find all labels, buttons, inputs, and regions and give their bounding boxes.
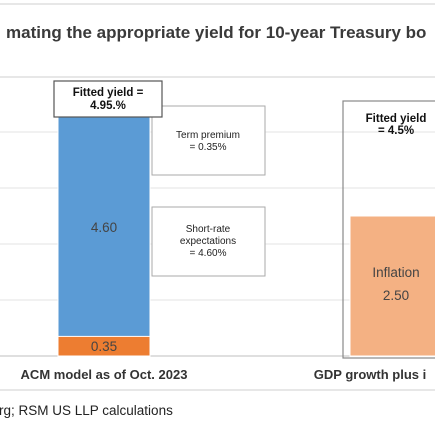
callout-text: = 0.35% — [190, 142, 227, 153]
source-note: rg; RSM US LLP calculations — [0, 403, 173, 418]
category-label: GDP growth plus i — [314, 367, 426, 382]
callout-text: Short-rate — [186, 224, 231, 235]
data-label: 0.35 — [91, 339, 117, 354]
fitted-yield-label: 4.95.% — [90, 100, 126, 112]
bar-segment — [57, 335, 151, 357]
fitted-yield-label: Fitted yield — [366, 113, 427, 125]
data-label: 2.50 — [383, 288, 409, 303]
segment-name-label: Inflation — [372, 265, 419, 280]
bars: 4.600.35GDP2.00Inflation2.50 — [57, 97, 435, 357]
chart-title: mating the appropriate yield for 10-year… — [6, 23, 426, 42]
callout-text: = 4.60% — [190, 248, 227, 259]
fitted-yield-box — [53, 80, 163, 118]
bar-segment — [349, 215, 435, 357]
category-labels: ACM model as of Oct. 2023 GDP growth plus… — [21, 367, 427, 382]
fitted-yield-label: Fitted yield = — [73, 87, 144, 99]
callout-text: Term premium — [176, 130, 240, 141]
callout-box — [151, 206, 266, 277]
category-label: ACM model as of Oct. 2023 — [21, 367, 188, 382]
data-label: 4.60 — [91, 220, 117, 235]
callout-text: expectations — [180, 236, 236, 247]
fitted-yield-frame — [342, 100, 435, 359]
callouts: Term premium= 0.35% Short-rateexpectation… — [53, 80, 435, 359]
callout-box — [151, 105, 266, 176]
fitted-yield-label: = 4.5% — [378, 125, 414, 137]
